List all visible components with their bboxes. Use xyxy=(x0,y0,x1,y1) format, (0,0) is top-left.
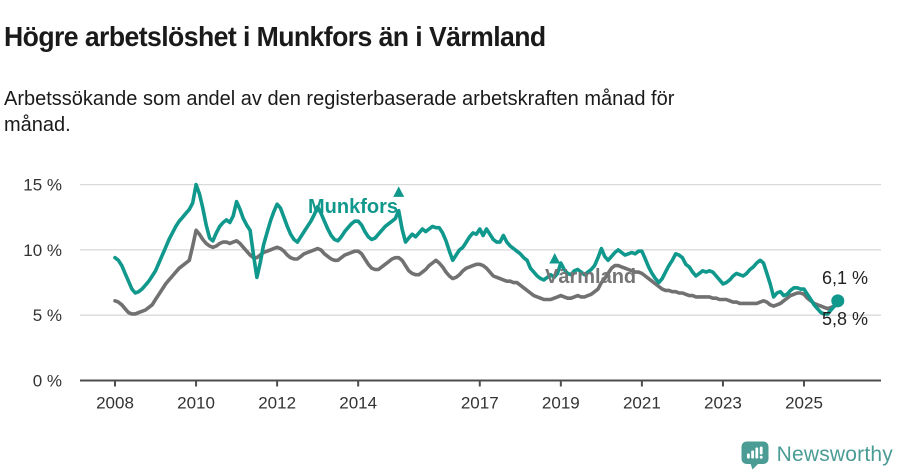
x-tick-label: 2012 xyxy=(258,394,296,413)
peak-marker xyxy=(549,253,561,264)
peak-marker xyxy=(393,186,405,197)
x-tick-label: 2025 xyxy=(785,394,823,413)
page-title: Högre arbetslöshet i Munkfors än i Värml… xyxy=(4,20,546,52)
series-label-varmland: Värmland xyxy=(545,266,637,288)
x-tick-label: 2010 xyxy=(177,394,215,413)
series-line-värmland xyxy=(113,228,840,316)
x-tick-label: 2023 xyxy=(704,394,742,413)
newsworthy-icon xyxy=(741,441,769,470)
newsworthy-wordmark: Newsworthy xyxy=(776,443,893,466)
x-tick-label: 2017 xyxy=(461,394,499,413)
end-dot xyxy=(831,294,845,308)
chart-subtitle: Arbetssökande som andel av den registerb… xyxy=(4,88,675,136)
x-tick-label: 2019 xyxy=(542,394,580,413)
end-value-munkfors: 6,1 % xyxy=(821,268,868,288)
x-tick-label: 2014 xyxy=(339,394,377,413)
series-line-munkfors xyxy=(113,182,840,316)
y-tick-label: 15 % xyxy=(23,176,62,195)
y-tick-label: 0 % xyxy=(33,372,62,391)
newsworthy-logo[interactable]: Newsworthy xyxy=(740,440,893,470)
series-label-munkfors: Munkfors xyxy=(308,196,398,218)
x-tick-label: 2008 xyxy=(96,394,134,413)
y-tick-label: 10 % xyxy=(23,241,62,260)
x-tick-label: 2021 xyxy=(623,394,661,413)
y-tick-label: 5 % xyxy=(33,306,62,325)
end-value-varmland: 5,8 % xyxy=(821,309,868,329)
